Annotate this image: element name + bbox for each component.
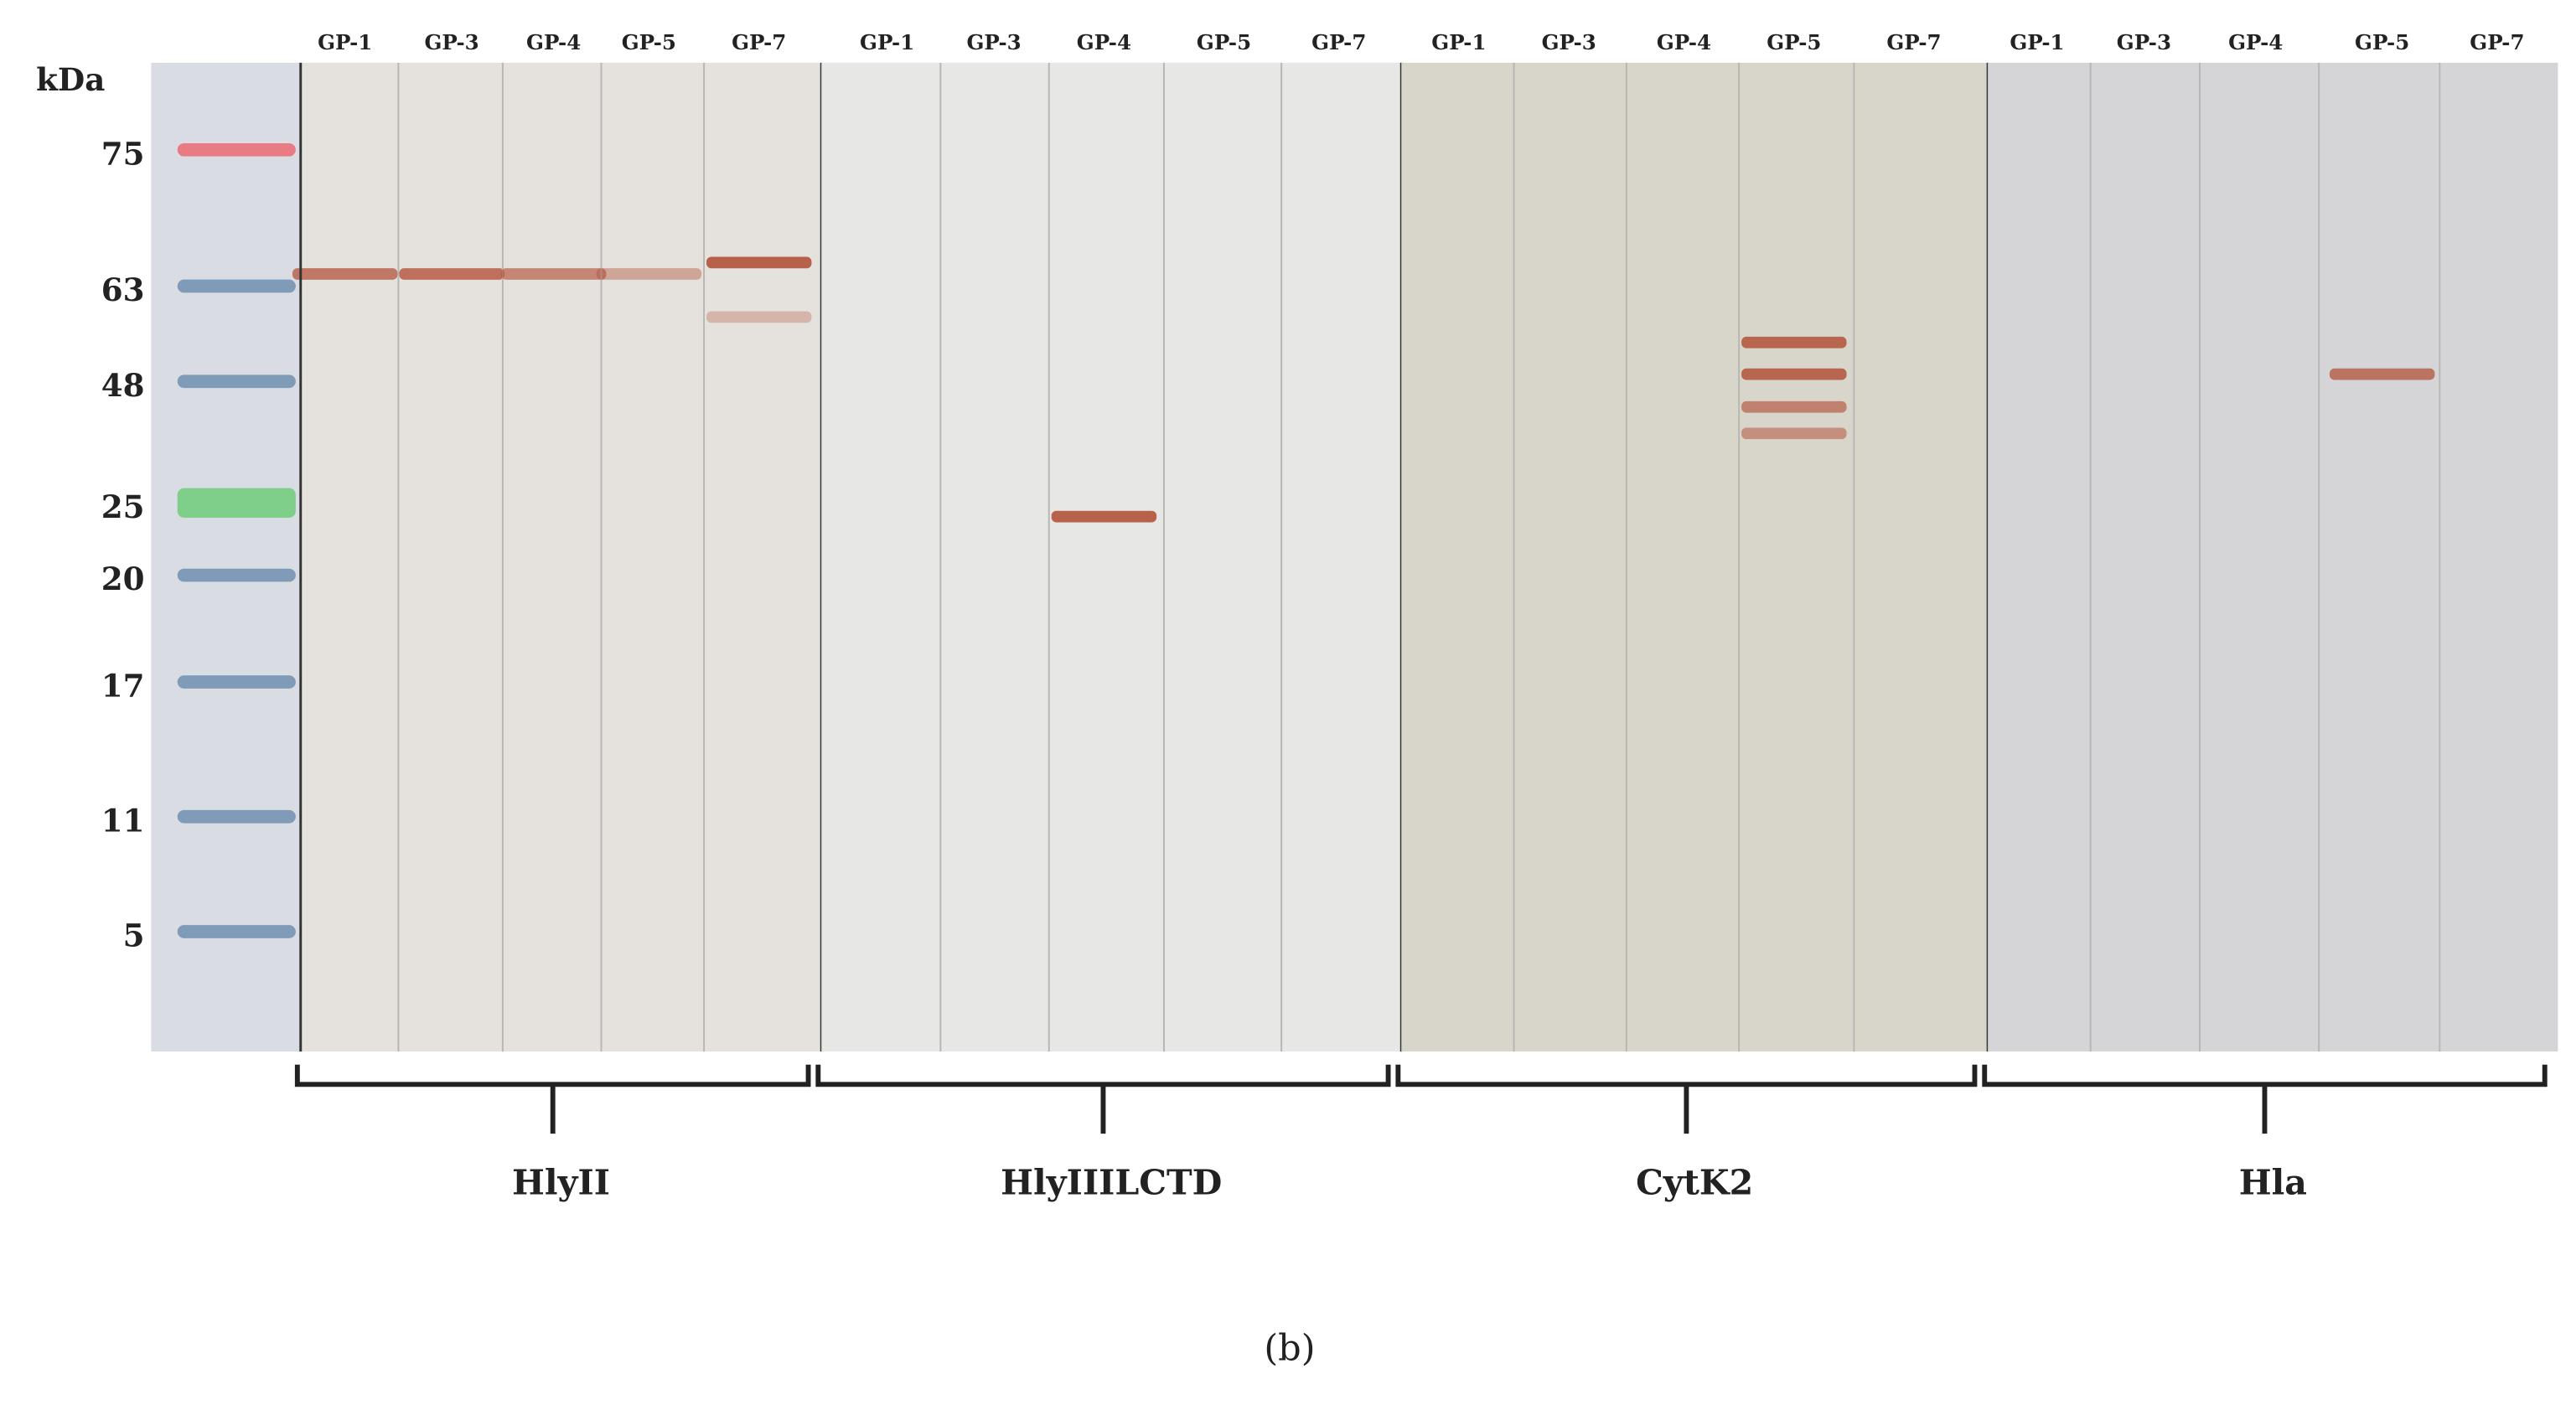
panel-bracket — [294, 1064, 811, 1134]
kda-tick-label: 17 — [101, 668, 145, 705]
band-58-kda — [706, 311, 812, 323]
panel-hlyiiilctd: GP-1 GP-3 GP-4 GP-5 GP-7 HlyIIILCTD — [815, 30, 1403, 1203]
panel-bracket — [1395, 1064, 1978, 1134]
panel-hlyii: GP-1 GP-3 GP-4 GP-5 GP-7 HlyII — [292, 30, 823, 1203]
lane-label: GP-7 — [1311, 30, 1366, 54]
panel-cytk2: GP-1 GP-3 GP-4 GP-5 GP-7 CytK2 — [1395, 30, 1989, 1203]
panel-hla: GP-1 GP-3 GP-4 GP-5 GP-7 Hla — [1982, 30, 2558, 1203]
lane-label: GP-5 — [1766, 30, 1821, 54]
band-38-kda — [1741, 427, 1847, 440]
ladder-lane — [151, 62, 301, 1052]
band-24-kda — [1051, 510, 1157, 523]
band-43-kda — [1741, 400, 1847, 413]
lane-label: GP-1 — [318, 30, 372, 54]
strip-background — [1988, 62, 2558, 1052]
axis-unit-label: kDa — [36, 61, 105, 98]
lane-label: GP-3 — [2117, 30, 2171, 54]
kda-tick-label: 75 — [101, 135, 145, 172]
lane-label: GP-1 — [860, 30, 914, 54]
band-64-kda — [596, 268, 702, 280]
figure-caption: (b) — [1264, 1328, 1315, 1370]
lane-label: GP-5 — [2355, 30, 2409, 54]
panel-label: CytK2 — [1636, 1162, 1753, 1203]
lane-label: GP-5 — [1197, 30, 1251, 54]
lane-label: GP-4 — [526, 30, 581, 54]
lane-label: GP-7 — [1886, 30, 1941, 54]
band-65-kda — [706, 256, 812, 269]
strip-background — [300, 62, 822, 1052]
band-64-kda — [500, 268, 607, 280]
kda-tick-label: 25 — [101, 488, 145, 525]
band-54-kda — [1741, 336, 1847, 349]
lane-label: GP-4 — [2228, 30, 2283, 54]
ladder-band-75 — [177, 142, 296, 157]
panel-bracket — [815, 1064, 1391, 1134]
kda-tick-label: 20 — [101, 560, 145, 597]
ladder-band-17 — [177, 675, 296, 689]
band-49-kda — [2329, 368, 2435, 380]
lane-label: GP-5 — [622, 30, 676, 54]
lane-label: GP-1 — [2010, 30, 2064, 54]
lane-label: GP-4 — [1077, 30, 1131, 54]
lane-label: GP-3 — [425, 30, 479, 54]
ladder-band-48 — [177, 374, 296, 389]
ladder-band-11 — [177, 809, 296, 824]
kda-tick-label: 63 — [101, 271, 145, 308]
band-64-kda — [399, 268, 504, 280]
lane-label: GP-7 — [2470, 30, 2524, 54]
marker-ladder: 75 63 48 25 20 17 11 5 — [101, 135, 296, 954]
panel-label: HlyIIILCTD — [1001, 1162, 1222, 1203]
lane-label: GP-1 — [1431, 30, 1486, 54]
panel-bracket — [1982, 1064, 2548, 1134]
lane-label: GP-7 — [732, 30, 786, 54]
kda-tick-label: 48 — [101, 367, 145, 404]
panel-label: HlyII — [512, 1162, 610, 1203]
kda-tick-label: 5 — [123, 917, 145, 954]
strip-background — [1401, 62, 1989, 1052]
ladder-band-25 — [177, 488, 296, 518]
band-64-kda — [292, 268, 398, 280]
ladder-band-5 — [177, 925, 296, 938]
kda-tick-label: 11 — [101, 802, 145, 839]
lane-label: GP-3 — [1542, 30, 1596, 54]
panel-label: Hla — [2239, 1162, 2307, 1203]
lane-label: GP-4 — [1657, 30, 1711, 54]
ladder-band-63 — [177, 279, 296, 293]
strip-background — [821, 62, 1402, 1052]
band-49-kda — [1741, 368, 1847, 380]
lane-label: GP-3 — [966, 30, 1021, 54]
ladder-band-20 — [177, 568, 296, 582]
